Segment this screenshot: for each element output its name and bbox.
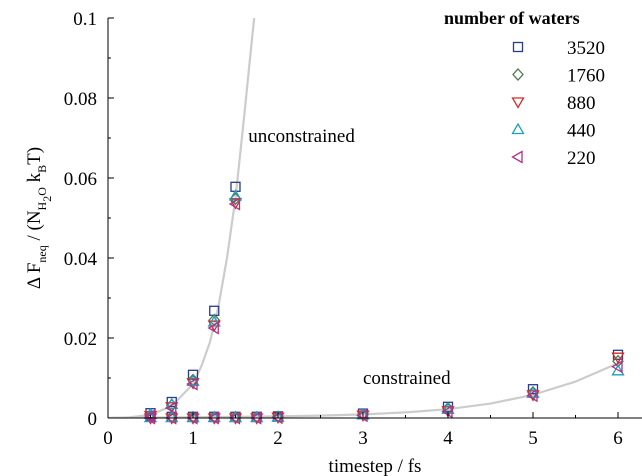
y-tick-label: 0.08 (64, 89, 97, 110)
data-point (228, 413, 243, 425)
x-axis-label: timestep / fs (329, 456, 422, 476)
data-point (228, 198, 243, 210)
axes: 0 1 2 3 4 5 6 0 0.02 0.04 0.06 0.08 0.1 (64, 9, 642, 449)
data-point (186, 374, 200, 386)
legend-title: number of waters (444, 8, 580, 28)
annotation-unconstrained: unconstrained (248, 126, 355, 147)
data-point (441, 406, 455, 418)
data-point (441, 404, 453, 419)
x-tick-label: 0 (103, 428, 113, 449)
legend-marker (512, 68, 524, 81)
y-tick-label: 0.04 (64, 249, 98, 270)
x-tick-label: 5 (528, 428, 538, 449)
legend-marker (512, 41, 524, 53)
data-point (526, 390, 540, 402)
legend-item-880: 880 (511, 93, 596, 114)
data-point (526, 388, 538, 403)
x-tick-label: 6 (613, 428, 623, 449)
data-point (611, 352, 625, 364)
y-tick-label: 0.02 (64, 329, 97, 350)
legend-item-1760: 1760 (512, 66, 605, 87)
y-tick-label: 0 (88, 409, 98, 430)
data-point (207, 413, 221, 425)
data-point (526, 386, 540, 398)
legend: number of waters 3520 1760 880 440 220 (444, 8, 605, 169)
legend-marker (511, 97, 525, 109)
y-axis-label: Δ Fneq / (NH2O kBT) (24, 147, 54, 289)
legend-marker (511, 150, 523, 164)
unconstrained-fit-curve (108, 18, 256, 418)
x-tick-label: 2 (273, 428, 283, 449)
fit-curves (108, 18, 619, 418)
data-point (611, 360, 623, 374)
y-tick-label: 0.1 (73, 9, 97, 30)
x-tick-label: 1 (188, 428, 198, 449)
data-point (228, 189, 243, 201)
legend-item-440: 440 (511, 121, 596, 142)
data-point (165, 402, 179, 414)
data-point (207, 321, 219, 335)
y-tick-label: 0.06 (64, 169, 97, 190)
legend-label: 1760 (567, 66, 605, 87)
legend-item-220: 220 (511, 148, 596, 169)
data-point (612, 354, 624, 368)
annotations: unconstrained constrained (248, 126, 451, 389)
x-tick-label: 3 (358, 428, 368, 449)
legend-label: 3520 (567, 38, 605, 59)
annotation-constrained: constrained (363, 368, 451, 389)
legend-label: 440 (567, 121, 596, 142)
data-point (250, 413, 264, 425)
data-point (186, 378, 200, 390)
x-tick-label: 4 (443, 428, 453, 449)
data-point (611, 364, 625, 376)
data-point (228, 197, 241, 211)
legend-item-3520: 3520 (512, 38, 605, 59)
data-point (356, 410, 370, 422)
data-point (165, 413, 179, 425)
data-point (207, 315, 221, 327)
series-220 (143, 197, 623, 425)
legend-marker (511, 122, 525, 135)
legend-label: 880 (567, 93, 596, 114)
legend-label: 220 (567, 148, 596, 169)
data-point (164, 401, 177, 415)
data-point (186, 377, 198, 391)
